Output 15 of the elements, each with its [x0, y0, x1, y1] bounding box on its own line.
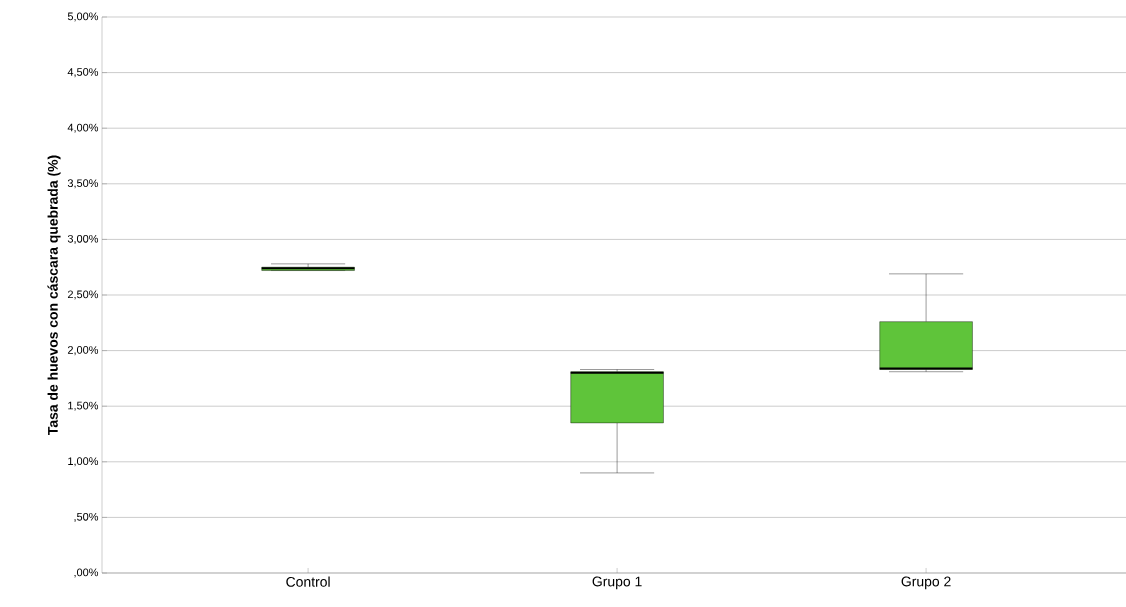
y-tick-label: 2,00% [67, 346, 99, 356]
y-tick-label: ,00% [74, 568, 99, 578]
x-tick-label: Grupo 2 [901, 576, 951, 590]
y-tick-label: 1,00% [68, 457, 99, 467]
y-tick-label: 4,00% [67, 123, 99, 133]
x-tick-label: Control [286, 576, 330, 587]
y-tick-label: 1,50% [68, 401, 99, 411]
y-tick-label: 5,00% [67, 12, 99, 22]
y-axis-title: Tasa de huevos con cáscara quebrada (%) [47, 155, 61, 436]
y-tick-label: 2,50% [67, 290, 99, 300]
y-tick-label: ,50% [74, 512, 99, 522]
y-tick-label: 4,50% [67, 68, 99, 78]
y-tick-label: 3,50% [67, 179, 99, 189]
x-tick-label: Grupo 1 [592, 576, 642, 590]
y-tick-label: 3,00% [67, 234, 99, 244]
